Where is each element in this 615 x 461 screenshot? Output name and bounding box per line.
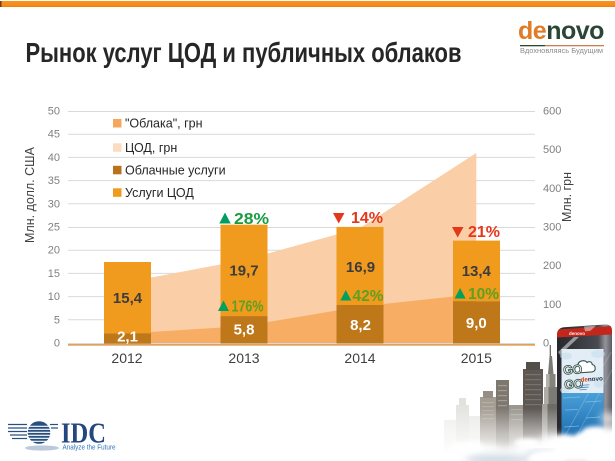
svg-text:"Облака", грн: "Облака", грн bbox=[125, 117, 203, 131]
svg-text:100: 100 bbox=[543, 299, 561, 311]
svg-text:Рынок услуг ЦОД и публичных об: Рынок услуг ЦОД и публичных облаков bbox=[26, 37, 462, 68]
svg-text:28%: 28% bbox=[234, 211, 269, 228]
svg-text:denovo: denovo bbox=[580, 375, 603, 384]
svg-text:2013: 2013 bbox=[228, 350, 259, 366]
svg-text:10: 10 bbox=[48, 291, 60, 303]
svg-text:Вдохновляясь Будущим: Вдохновляясь Будущим bbox=[520, 46, 603, 55]
svg-text:GO: GO bbox=[563, 362, 583, 377]
svg-text:500: 500 bbox=[543, 144, 561, 156]
svg-text:0: 0 bbox=[54, 338, 60, 350]
svg-text:5: 5 bbox=[54, 314, 60, 326]
svg-text:2012: 2012 bbox=[111, 350, 142, 366]
svg-text:45: 45 bbox=[48, 129, 60, 141]
svg-text:2014: 2014 bbox=[344, 350, 375, 366]
svg-text:8,2: 8,2 bbox=[350, 317, 371, 334]
svg-text:2,1: 2,1 bbox=[117, 329, 138, 346]
svg-text:40: 40 bbox=[48, 152, 60, 164]
svg-text:42%: 42% bbox=[353, 288, 384, 305]
svg-text:15,4: 15,4 bbox=[113, 290, 143, 307]
svg-text:30: 30 bbox=[48, 198, 60, 210]
svg-text:35: 35 bbox=[48, 175, 60, 187]
svg-text:176%: 176% bbox=[232, 299, 264, 316]
svg-text:15: 15 bbox=[48, 268, 60, 280]
svg-text:600: 600 bbox=[543, 106, 561, 118]
svg-text:IDC: IDC bbox=[61, 419, 106, 450]
svg-text:denovo: denovo bbox=[518, 17, 604, 45]
svg-text:denovo: denovo bbox=[569, 331, 585, 336]
svg-text:Analyze the Future: Analyze the Future bbox=[63, 445, 116, 452]
svg-text:0: 0 bbox=[543, 338, 549, 350]
svg-text:Услуги ЦОД: Услуги ЦОД bbox=[125, 186, 194, 200]
svg-text:9,0: 9,0 bbox=[466, 315, 487, 332]
svg-text:5,8: 5,8 bbox=[234, 322, 255, 339]
svg-text:400: 400 bbox=[543, 183, 561, 195]
svg-text:10%: 10% bbox=[468, 286, 499, 303]
svg-text:ЦОД, грн: ЦОД, грн bbox=[125, 141, 177, 155]
svg-text:21%: 21% bbox=[468, 224, 500, 241]
svg-text:14%: 14% bbox=[351, 210, 383, 227]
svg-text:200: 200 bbox=[543, 260, 561, 272]
svg-text:GO: GO bbox=[564, 377, 584, 392]
svg-text:2015: 2015 bbox=[461, 350, 492, 366]
svg-text:Млн. долл. США: Млн. долл. США bbox=[23, 146, 37, 243]
svg-text:300: 300 bbox=[543, 222, 561, 234]
svg-text:50: 50 bbox=[48, 106, 60, 118]
svg-text:13,4: 13,4 bbox=[462, 263, 492, 280]
svg-text:Облачные услуги: Облачные услуги bbox=[125, 163, 226, 177]
svg-text:25: 25 bbox=[48, 222, 60, 234]
svg-text:19,7: 19,7 bbox=[229, 263, 258, 280]
svg-text:Млн. грн: Млн. грн bbox=[560, 172, 574, 222]
svg-text:16,9: 16,9 bbox=[346, 259, 375, 276]
svg-text:20: 20 bbox=[48, 245, 60, 257]
